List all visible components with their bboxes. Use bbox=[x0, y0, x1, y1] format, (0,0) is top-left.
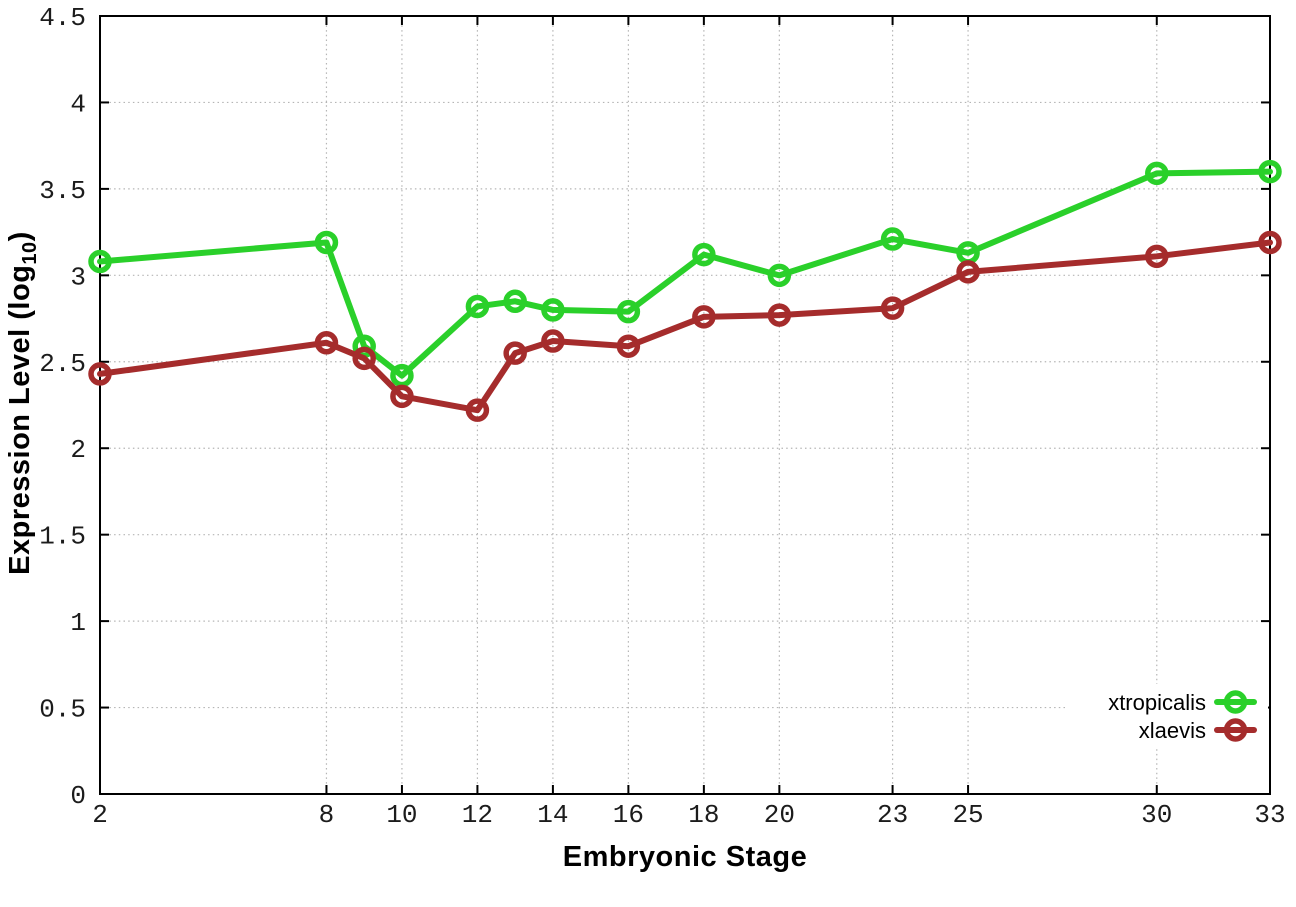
data-point-marker bbox=[314, 331, 339, 355]
x-tick-label: 30 bbox=[1141, 800, 1172, 830]
series-markers-xtropicalis bbox=[88, 159, 1282, 388]
data-point-marker bbox=[88, 249, 112, 274]
x-tick-label: 10 bbox=[386, 800, 417, 830]
gridlines bbox=[99, 15, 1271, 795]
x-tick-label: 8 bbox=[319, 800, 335, 830]
x-tick-label: 25 bbox=[952, 800, 983, 830]
y-tick-label: 2 bbox=[70, 435, 86, 465]
data-point-marker bbox=[767, 263, 792, 288]
tick-marks bbox=[99, 15, 1271, 795]
x-tick-labels: 2 8 10 12 14 16 18 20 23 25 30 33 bbox=[92, 800, 1285, 830]
data-point-marker bbox=[692, 305, 716, 329]
data-point-marker bbox=[1145, 244, 1169, 269]
y-tick-label: 4.5 bbox=[39, 3, 86, 33]
data-point-marker bbox=[503, 289, 527, 314]
data-point-marker bbox=[1258, 230, 1282, 255]
data-point-marker bbox=[880, 296, 905, 320]
data-point-marker bbox=[541, 298, 565, 322]
data-point-marker bbox=[390, 384, 414, 409]
legend: xtropicalis xlaevis bbox=[1108, 690, 1257, 743]
data-point-marker bbox=[767, 303, 792, 327]
data-point-marker bbox=[880, 227, 905, 251]
data-point-marker bbox=[465, 294, 490, 319]
x-tick-label: 16 bbox=[613, 800, 644, 830]
y-axis-title-close: ) bbox=[4, 231, 36, 242]
series-line-xtropicalis bbox=[97, 168, 1273, 379]
data-point-marker bbox=[616, 334, 641, 358]
y-tick-label: 1.5 bbox=[39, 522, 86, 552]
data-point-marker bbox=[465, 398, 490, 422]
data-point-marker bbox=[88, 362, 112, 386]
x-tick-label: 23 bbox=[877, 800, 908, 830]
x-tick-label: 20 bbox=[764, 800, 795, 830]
y-tick-label: 3.5 bbox=[39, 176, 86, 206]
legend-sample-marker-xtropicalis bbox=[1223, 690, 1248, 714]
y-tick-label: 4 bbox=[70, 89, 86, 119]
y-tick-label: 2.5 bbox=[39, 349, 86, 379]
legend-sample-marker-xlaevis bbox=[1223, 718, 1248, 742]
data-point-marker bbox=[541, 329, 565, 353]
data-point-marker bbox=[1258, 159, 1282, 184]
y-tick-label: 1 bbox=[70, 608, 86, 638]
x-tick-label: 33 bbox=[1254, 800, 1285, 830]
legend-label-xlaevis: xlaevis bbox=[1139, 718, 1206, 743]
data-point-marker bbox=[616, 299, 641, 324]
legend-label-xtropicalis: xtropicalis bbox=[1108, 690, 1206, 715]
y-tick-label: 0 bbox=[70, 781, 86, 811]
y-axis-title-subscript: 10 bbox=[19, 241, 41, 265]
data-point-marker bbox=[692, 242, 716, 267]
data-point-marker bbox=[956, 260, 980, 284]
y-axis-title: Expression Level (log10) bbox=[4, 53, 48, 753]
data-point-marker bbox=[352, 346, 376, 371]
x-tick-label: 12 bbox=[462, 800, 493, 830]
y-tick-label: 3 bbox=[70, 262, 86, 292]
plot-border bbox=[99, 15, 1271, 795]
series-markers-xlaevis bbox=[88, 230, 1282, 422]
data-point-marker bbox=[314, 230, 339, 255]
x-tick-label: 14 bbox=[537, 800, 568, 830]
x-tick-label: 18 bbox=[688, 800, 719, 830]
y-tick-labels: 0 0.5 1 1.5 2 2.5 3 3.5 4 4.5 bbox=[39, 3, 86, 811]
x-axis-title: Embryonic Stage bbox=[562, 841, 808, 873]
data-point-marker bbox=[1145, 161, 1169, 186]
y-axis-title-text: Expression Level (log bbox=[4, 264, 36, 575]
y-tick-label: 0.5 bbox=[39, 695, 86, 725]
data-point-marker bbox=[503, 341, 527, 365]
x-tick-label: 2 bbox=[92, 800, 108, 830]
